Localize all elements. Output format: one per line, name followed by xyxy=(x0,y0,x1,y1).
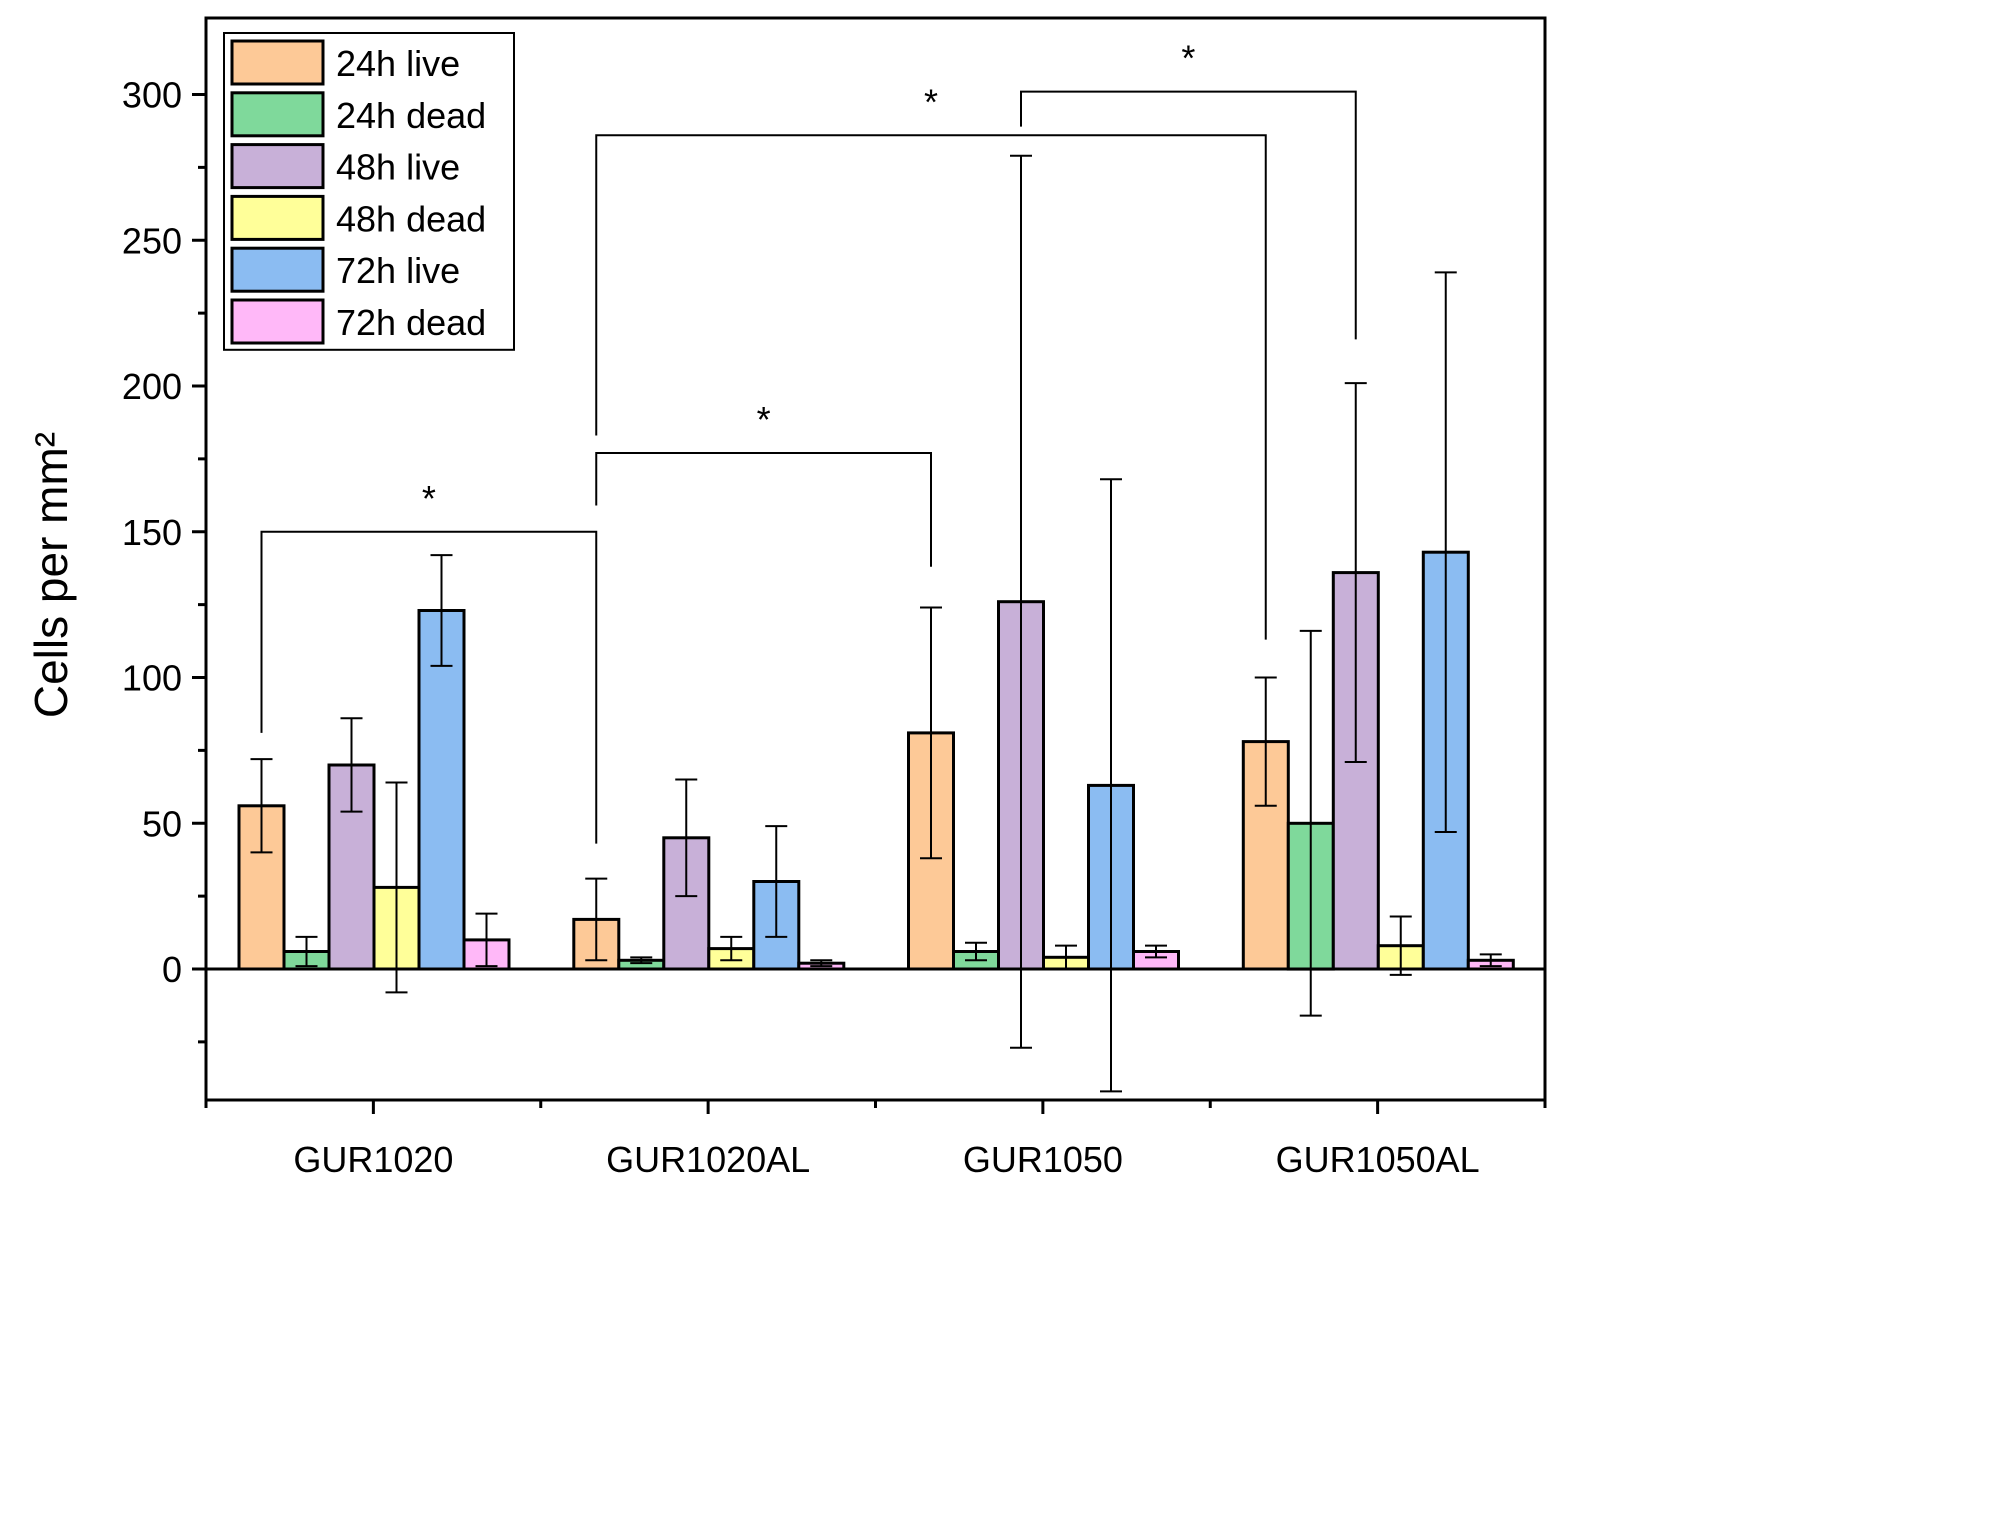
error-bar-24h-dead-GUR1050 xyxy=(965,941,987,962)
x-tick-label-GUR1020AL: GUR1020AL xyxy=(606,1139,810,1180)
legend-item-48h-live: 48h live xyxy=(230,143,460,190)
error-bar-48h-live-GUR1020 xyxy=(340,717,363,813)
error-bar-72h-dead-GUR1020 xyxy=(475,912,498,968)
significance-star-2: * xyxy=(757,399,771,440)
error-bars xyxy=(250,154,1502,1093)
legend-label: 24h live xyxy=(336,43,460,84)
legend-swatch xyxy=(230,246,325,293)
error-bar-72h-dead-GUR1050AL xyxy=(1479,953,1502,968)
legend-swatch xyxy=(230,143,325,190)
error-bar-24h-live-GUR1020 xyxy=(250,758,273,854)
y-tick-label-50: 50 xyxy=(142,803,182,844)
error-bar-72h-live-GUR1050 xyxy=(1100,478,1122,1093)
significance-bracket-1: * xyxy=(260,478,598,844)
error-bar-48h-dead-GUR1050AL xyxy=(1389,915,1412,976)
significance-bracket-2: * xyxy=(595,399,932,567)
significance-bracket-3: * xyxy=(595,81,1267,640)
x-tick-label-GUR1050AL: GUR1050AL xyxy=(1276,1139,1480,1180)
error-bar-48h-live-GUR1050AL xyxy=(1344,382,1367,764)
error-bar-48h-dead-GUR1020 xyxy=(385,781,408,994)
y-tick-label-250: 250 xyxy=(122,220,182,261)
legend-label: 72h live xyxy=(336,250,460,291)
bar-chart: * * * * 0 50 100 150 200 250 300 GUR1020 GUR1020AL G… xyxy=(25,16,1547,1181)
legend-swatch xyxy=(230,91,325,138)
error-bar-48h-live-GUR1020AL xyxy=(675,778,698,898)
significance-brackets: * * * * xyxy=(260,38,1357,844)
legend-label: 24h dead xyxy=(336,95,486,136)
legend-label: 48h live xyxy=(336,147,460,188)
legend-item-24h-dead: 24h dead xyxy=(230,91,486,138)
error-bar-72h-dead-GUR1050 xyxy=(1145,944,1167,959)
y-tick-label-100: 100 xyxy=(122,658,182,699)
legend-item-72h-live: 72h live xyxy=(230,246,460,293)
y-axis-label: Cells per mm² xyxy=(25,432,77,718)
error-bar-24h-dead-GUR1020AL xyxy=(630,956,653,965)
error-bar-72h-live-GUR1050AL xyxy=(1434,271,1457,833)
legend-swatch xyxy=(230,298,325,345)
legend: 24h live 24h dead 48h live 48h dead 72h live… xyxy=(223,32,515,351)
error-bar-48h-dead-GUR1020AL xyxy=(720,935,743,962)
legend-label: 72h dead xyxy=(336,302,486,343)
y-tick-label-300: 300 xyxy=(122,75,182,116)
error-bar-72h-live-GUR1020 xyxy=(430,554,453,667)
error-bar-24h-dead-GUR1020 xyxy=(295,935,318,968)
error-bar-48h-live-GUR1050 xyxy=(1010,154,1032,1049)
error-bar-72h-dead-GUR1020AL xyxy=(810,959,833,968)
bar-72h-live-GUR1020 xyxy=(417,609,466,971)
legend-item-24h-live: 24h live xyxy=(230,39,460,86)
y-tick-label-200: 200 xyxy=(122,366,182,407)
plot-frame xyxy=(192,16,1547,1114)
error-bar-24h-dead-GUR1050AL xyxy=(1299,629,1322,1017)
y-tick-label-0: 0 xyxy=(162,949,182,990)
x-tick-label-GUR1020: GUR1020 xyxy=(293,1139,453,1180)
tick-labels: 0 50 100 150 200 250 300 GUR1020 GUR1020AL GUR105… xyxy=(122,75,1480,1181)
significance-star-3: * xyxy=(924,81,938,122)
legend-label: 48h dead xyxy=(336,198,486,239)
legend-item-72h-dead: 72h dead xyxy=(230,298,486,345)
error-bar-24h-live-GUR1050 xyxy=(920,606,942,860)
legend-box xyxy=(223,32,515,351)
x-tick-label-GUR1050: GUR1050 xyxy=(963,1139,1123,1180)
significance-star-1: * xyxy=(422,478,436,519)
legend-swatch xyxy=(230,39,325,86)
error-bar-24h-live-GUR1020AL xyxy=(585,877,608,962)
bars xyxy=(237,550,1515,971)
y-tick-label-150: 150 xyxy=(122,512,182,553)
error-bar-24h-live-GUR1050AL xyxy=(1254,676,1277,807)
legend-swatch xyxy=(230,194,325,241)
error-bar-72h-live-GUR1020AL xyxy=(765,825,788,938)
significance-bracket-4: * xyxy=(1020,38,1357,340)
legend-item-48h-dead: 48h dead xyxy=(230,194,486,241)
significance-star-4: * xyxy=(1181,38,1195,79)
